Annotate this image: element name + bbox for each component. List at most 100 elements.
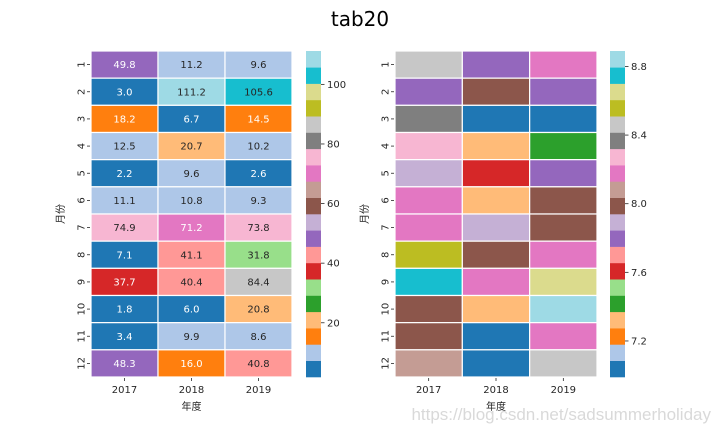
y-tick-label: 10 <box>77 303 88 316</box>
heatmap-cell <box>157 159 226 188</box>
y-tick-label: 12 <box>381 357 392 370</box>
heatmap-cell <box>157 104 226 134</box>
heatmap-cell <box>90 322 159 351</box>
colorbar-segment <box>610 116 625 133</box>
cell-value-label: 9.9 <box>184 332 200 343</box>
cell-value-label: 9.3 <box>251 196 267 207</box>
colorbar-segment <box>306 83 321 101</box>
colorbar-tick-label: 20 <box>327 318 340 329</box>
cell-value-label: 73.8 <box>247 223 269 234</box>
y-tick-label: 8 <box>77 252 88 258</box>
heatmap-cell <box>394 267 463 297</box>
colorbar-segment <box>306 344 321 361</box>
heatmap-cell <box>394 104 463 134</box>
colorbar-segment <box>306 328 321 345</box>
colorbar-segment <box>306 99 321 117</box>
cell-value-label: 8.6 <box>251 332 267 343</box>
heatmap-cell <box>529 267 598 297</box>
colorbar-segment <box>610 246 625 264</box>
cell-value-label: 3.4 <box>117 332 133 343</box>
colorbar-segment <box>610 214 625 231</box>
heatmap-cell <box>529 159 598 188</box>
colorbar-segment <box>610 132 625 150</box>
colorbar-segment <box>610 328 625 345</box>
heatmap-cell <box>224 213 293 242</box>
y-tick-label: 5 <box>381 170 392 176</box>
heatmap-cell <box>461 240 531 269</box>
cell-value-label: 6.7 <box>184 114 200 125</box>
cell-value-label: 2.2 <box>117 169 133 180</box>
heatmap-cell <box>224 349 293 378</box>
colorbar-tick-label: 8.8 <box>631 62 647 73</box>
heatmap-cell <box>529 131 598 161</box>
cell-value-label: 12.5 <box>113 142 135 153</box>
colorbar-segment <box>610 165 625 182</box>
x-tick-label: 2017 <box>112 385 137 396</box>
y-tick-label: 7 <box>381 224 392 230</box>
heatmap-cell <box>461 294 531 324</box>
colorbar-segment <box>306 360 321 378</box>
heatmap-cell <box>157 240 226 269</box>
y-tick-label: 2 <box>381 89 392 95</box>
colorbar-tick-label: 8.4 <box>631 131 647 142</box>
heatmap-cell <box>461 349 531 378</box>
cell-value-label: 20.7 <box>180 142 202 153</box>
y-tick-label: 6 <box>381 197 392 203</box>
cell-value-label: 41.1 <box>180 250 202 261</box>
heatmap-cell <box>461 159 531 188</box>
colorbar-segment <box>610 181 625 198</box>
y-tick-label: 4 <box>381 143 392 149</box>
heatmap-cell <box>224 186 293 215</box>
colorbar-tick-label: 7.6 <box>631 268 647 279</box>
heatmap-cell <box>529 294 598 324</box>
cell-value-label: 10.8 <box>180 196 202 207</box>
colorbar-segment <box>306 295 321 313</box>
colorbar-segment <box>610 197 625 215</box>
heatmap-cell <box>157 50 226 79</box>
y-tick-label: 4 <box>77 143 88 149</box>
y-tick-label: 9 <box>77 279 88 285</box>
cell-value-label: 3.0 <box>117 87 133 98</box>
colorbar-segment <box>306 67 321 84</box>
y-tick-label: 10 <box>381 303 392 316</box>
x-tick-label: 2017 <box>416 385 441 396</box>
heatmap-cell <box>461 77 531 106</box>
colorbar-segment <box>306 262 321 280</box>
cell-value-label: 71.2 <box>180 223 202 234</box>
heatmap-cell <box>90 50 159 79</box>
x-axis-label: 年度 <box>182 400 202 413</box>
colorbar-segment <box>306 230 321 247</box>
heatmap-cell <box>394 349 463 378</box>
heatmap-cell <box>394 131 463 161</box>
cell-value-label: 40.8 <box>247 359 269 370</box>
colorbar-segment <box>306 246 321 264</box>
cell-value-label: 40.4 <box>180 277 202 288</box>
heatmap-cell <box>529 349 598 378</box>
y-tick-label: 6 <box>77 197 88 203</box>
watermark: https://blog.csdn.net/sadsummerholiday <box>411 405 711 424</box>
heatmap-cell <box>394 50 463 79</box>
colorbar-segment <box>610 230 625 247</box>
heatmap-cell <box>394 294 463 324</box>
heatmap-cell <box>394 322 463 351</box>
heatmap-cell <box>461 267 531 297</box>
cell-value-label: 105.6 <box>244 87 273 98</box>
heatmap-cell <box>394 213 463 242</box>
x-axis-label: 年度 <box>486 400 506 413</box>
heatmap-cell <box>529 240 598 269</box>
y-tick-label: 11 <box>381 330 392 343</box>
heatmap-cell <box>90 186 159 215</box>
heatmap-cell <box>90 131 159 161</box>
y-tick-label: 12 <box>77 357 88 370</box>
cell-value-label: 10.2 <box>247 142 269 153</box>
colorbar-tick-label: 7.2 <box>631 336 647 347</box>
cell-value-label: 6.0 <box>184 305 200 316</box>
heatmap-cell <box>461 131 531 161</box>
heatmap-cell <box>394 159 463 188</box>
cell-value-label: 2.6 <box>251 169 267 180</box>
colorbar-tick-label: 8.0 <box>631 199 647 210</box>
colorbar-segment <box>306 51 321 68</box>
colorbar-segment <box>610 360 625 378</box>
y-tick-label: 2 <box>77 89 88 95</box>
